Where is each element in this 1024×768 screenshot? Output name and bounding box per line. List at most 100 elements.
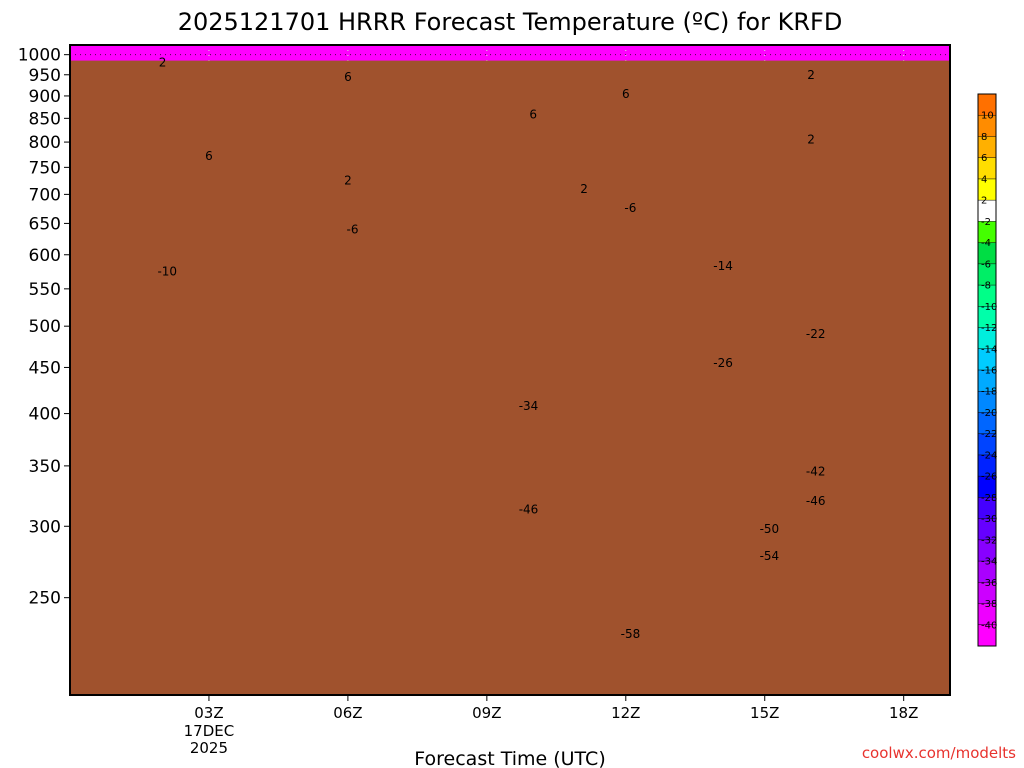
pressure-tick-label: 500 xyxy=(29,317,61,337)
pressure-tick-label: 850 xyxy=(29,109,61,129)
source-credit[interactable]: coolwx.com/modelts xyxy=(862,744,1016,762)
contour-label: -22 xyxy=(806,327,826,341)
colorbar-swatch xyxy=(978,603,996,625)
colorbar-label: 8 xyxy=(981,132,987,143)
colorbar-label: -6 xyxy=(981,259,991,270)
contour-label: -54 xyxy=(760,549,780,563)
pressure-tick-label: 950 xyxy=(29,66,61,86)
colorbar-swatch xyxy=(978,561,996,583)
plot-area: -58 -54 -50 -46 -46 -42 -34 -26 -22 -10 -14 -6 -6 2 2 6… xyxy=(70,45,950,695)
time-tick-label: 12Z xyxy=(611,704,640,722)
colorbar-swatch xyxy=(978,94,996,116)
colorbar-swatch xyxy=(978,242,996,264)
colorbar-swatch xyxy=(978,178,996,201)
pressure-tick-label: 300 xyxy=(29,517,61,537)
contour-label: -58 xyxy=(621,627,641,641)
colorbar-label: -34 xyxy=(981,557,997,568)
colorbar-swatch xyxy=(978,433,996,455)
colorbar-label: -32 xyxy=(981,535,997,546)
pressure-tick-label: 800 xyxy=(29,133,61,153)
colorbar-swatch xyxy=(978,370,996,392)
contour-label: 2 xyxy=(807,133,815,147)
contour-label: -26 xyxy=(713,356,733,370)
colorbar-label: 2 xyxy=(981,196,987,207)
colorbar-label: -10 xyxy=(981,302,997,313)
time-tick-label: 09Z xyxy=(472,704,501,722)
colorbar-swatch xyxy=(978,624,996,646)
plot-frame xyxy=(69,44,951,696)
contour-label: -10 xyxy=(157,264,177,278)
colorbar-swatch xyxy=(978,539,996,562)
contour-label: -6 xyxy=(624,201,636,215)
colorbar-label: -8 xyxy=(981,281,991,292)
date-sublabel: 17DEC xyxy=(184,722,235,740)
contour-label: -46 xyxy=(519,503,539,517)
contour-label: -46 xyxy=(806,494,826,508)
colorbar-swatch xyxy=(978,221,996,243)
colorbar-swatch xyxy=(978,582,996,604)
colorbar-label: 6 xyxy=(981,153,987,164)
colorbar-swatch xyxy=(978,391,996,413)
contour-label: -6 xyxy=(347,222,359,236)
contour-label: -50 xyxy=(760,522,780,536)
colorbar-swatch xyxy=(978,306,996,328)
colorbar-label: -26 xyxy=(981,472,997,483)
colorbar-label: -24 xyxy=(981,450,997,461)
colorbar-label: -20 xyxy=(981,408,997,419)
contour-label: -34 xyxy=(519,399,539,413)
colorbar-label: -28 xyxy=(981,493,997,504)
colorbar-swatch xyxy=(978,327,996,349)
colorbar-swatch xyxy=(978,454,996,477)
colorbar-label: -40 xyxy=(981,620,997,631)
contour-label: 6 xyxy=(622,87,630,101)
colorbar-legend: -40-38-36-34-32-30-28-26-24-22-20-18-16-… xyxy=(977,93,997,647)
pressure-tick-label: 600 xyxy=(29,246,61,266)
colorbar-label: -18 xyxy=(981,387,997,398)
pressure-tick-label: 1000 xyxy=(18,46,61,66)
x-axis-label: Forecast Time (UTC) xyxy=(414,748,605,768)
colorbar-swatch xyxy=(978,285,996,307)
pressure-tick-label: 400 xyxy=(29,405,61,425)
colorbar-swatch xyxy=(978,263,996,286)
pressure-tick-label: 650 xyxy=(29,214,61,234)
contour-label: -42 xyxy=(806,465,826,479)
colorbar-label: -14 xyxy=(981,344,997,355)
contour-label: -14 xyxy=(713,259,733,273)
contour-label: 2 xyxy=(807,68,815,82)
pressure-tick-label: 450 xyxy=(29,358,61,378)
contour-label: 2 xyxy=(159,56,167,70)
contour-label: 6 xyxy=(205,149,213,163)
colorbar-swatch xyxy=(978,412,996,434)
colorbar-label: -2 xyxy=(981,217,991,228)
date-sublabel: 2025 xyxy=(190,739,228,757)
colorbar-label: -16 xyxy=(981,366,997,377)
pressure-tick-label: 750 xyxy=(29,158,61,178)
contour-label: 6 xyxy=(529,108,537,122)
contour-labels: -58 -54 -50 -46 -46 -42 -34 -26 -22 -10 -14 -6 -6 2 2 6… xyxy=(157,56,826,641)
ground-surface xyxy=(70,60,950,695)
colorbar-label: -4 xyxy=(981,238,991,249)
contour-label: 6 xyxy=(344,70,352,84)
colorbar-label: -36 xyxy=(981,578,997,589)
colorbar-label: 4 xyxy=(981,174,987,185)
pressure-tick-label: 700 xyxy=(29,185,61,205)
time-tick-label: 03Z xyxy=(194,704,223,722)
colorbar-swatch xyxy=(978,136,996,158)
colorbar-label: 10 xyxy=(981,111,994,122)
pressure-tick-label: 550 xyxy=(29,280,61,300)
colorbar-label: -12 xyxy=(981,323,997,334)
colorbar-swatch xyxy=(978,476,996,498)
colorbar-swatch xyxy=(978,518,996,540)
pressure-axis: 2503003504004505005506006507007508008509… xyxy=(18,46,70,609)
time-tick-label: 15Z xyxy=(750,704,779,722)
colorbar-label: -38 xyxy=(981,599,997,610)
pressure-tick-label: 350 xyxy=(29,457,61,477)
colorbar-swatch xyxy=(978,348,996,370)
pressure-tick-label: 900 xyxy=(29,87,61,107)
colorbar-swatch xyxy=(978,497,996,519)
colorbar-label: -22 xyxy=(981,429,997,440)
colorbar-swatch xyxy=(978,115,996,137)
colorbar-swatch xyxy=(978,200,996,222)
